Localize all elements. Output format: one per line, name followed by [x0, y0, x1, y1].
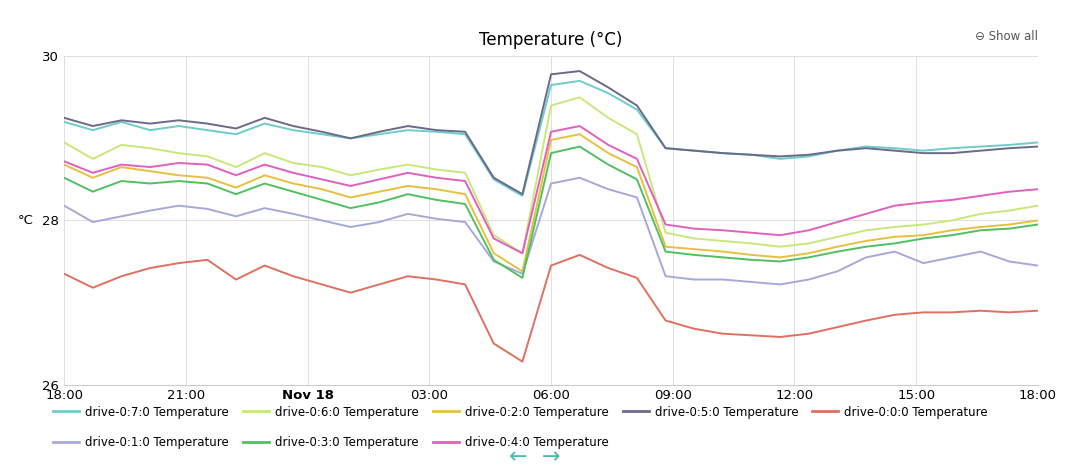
Text: ⊖ Show all: ⊖ Show all [975, 30, 1038, 43]
Legend: drive-0:7:0 Temperature, drive-0:6:0 Temperature, drive-0:2:0 Temperature, drive: drive-0:7:0 Temperature, drive-0:6:0 Tem… [49, 401, 993, 423]
Legend: drive-0:1:0 Temperature, drive-0:3:0 Temperature, drive-0:4:0 Temperature: drive-0:1:0 Temperature, drive-0:3:0 Tem… [49, 431, 613, 454]
Y-axis label: °C: °C [18, 214, 34, 227]
Text: ←  →: ← → [509, 446, 561, 467]
Title: Temperature (°C): Temperature (°C) [479, 31, 623, 49]
